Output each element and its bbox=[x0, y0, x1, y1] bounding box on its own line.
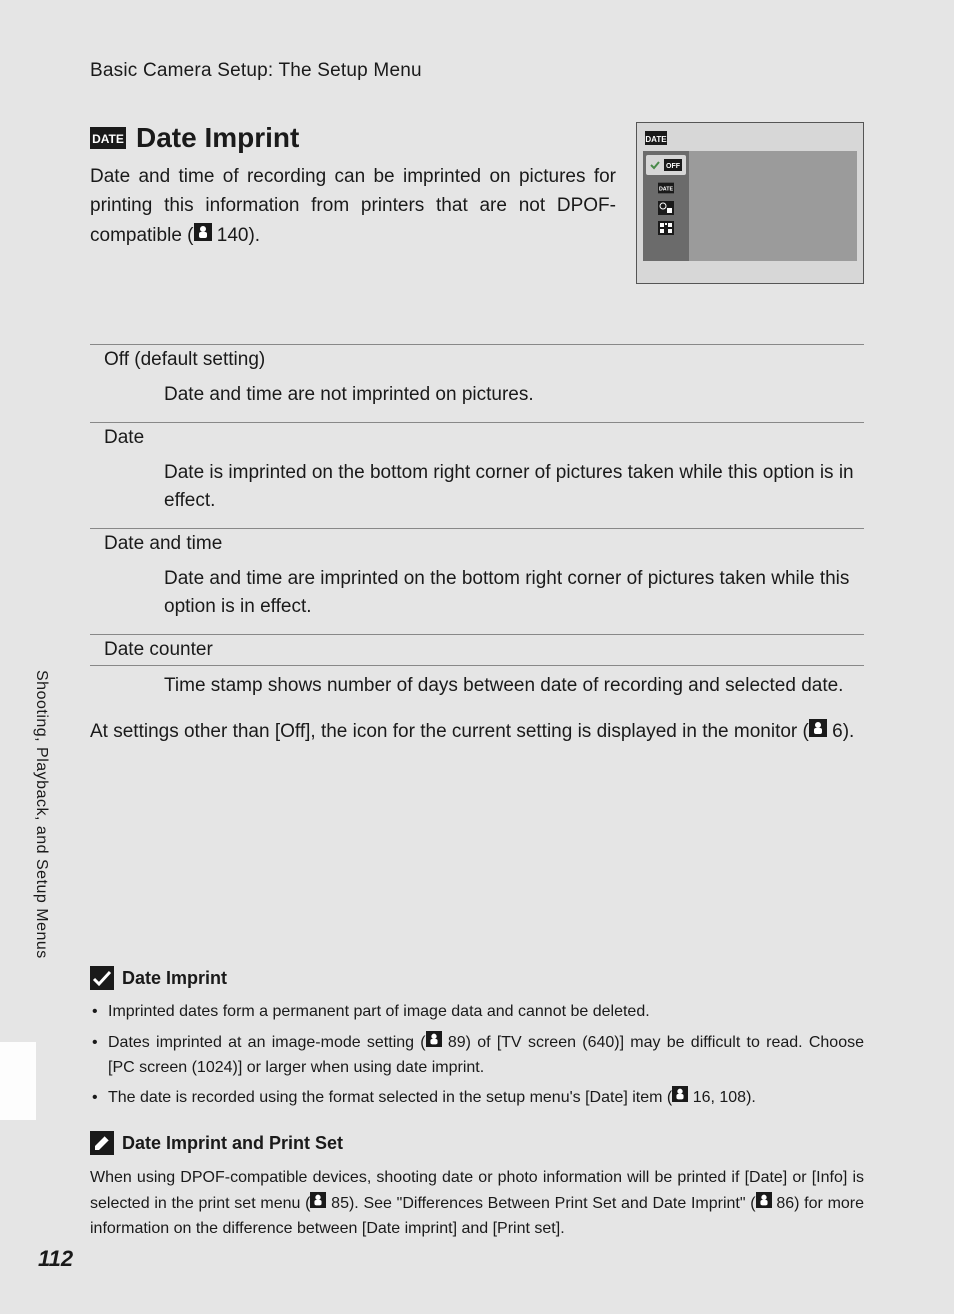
option-body: Date and time are imprinted on the botto… bbox=[90, 559, 864, 634]
note1-bullets: Imprinted dates form a permanent part of… bbox=[90, 1000, 864, 1111]
lcd-sidebar: OFF DATE bbox=[643, 151, 689, 261]
page-ref-icon bbox=[310, 1192, 326, 1208]
after-b: 6). bbox=[832, 721, 854, 742]
svg-text:DATE: DATE bbox=[659, 187, 674, 193]
date-icon: DATE bbox=[90, 127, 126, 149]
option-body: Time stamp shows number of days between … bbox=[90, 666, 864, 713]
notes-section: Date Imprint Imprinted dates form a perm… bbox=[90, 946, 864, 1242]
bullet-text: Imprinted dates form a permanent part of… bbox=[108, 1003, 650, 1020]
intro-part-b: 140). bbox=[217, 225, 260, 246]
after-a: At settings other than [Off], the icon f… bbox=[90, 721, 809, 742]
manual-page: Basic Camera Setup: The Setup Menu DATE … bbox=[0, 0, 954, 1314]
note1-title: Date Imprint bbox=[122, 968, 227, 989]
option-body: Date is imprinted on the bottom right co… bbox=[90, 453, 864, 528]
pencil-icon bbox=[90, 1131, 114, 1155]
note2-title: Date Imprint and Print Set bbox=[122, 1133, 343, 1154]
intro-text: Date and time of recording can be imprin… bbox=[90, 162, 616, 250]
bullet-pre: Dates imprinted at an image-mode setting… bbox=[108, 1034, 426, 1051]
lcd-main-area bbox=[689, 151, 857, 261]
main-title: DATE Date Imprint bbox=[90, 122, 616, 154]
bullet-item: Imprinted dates form a permanent part of… bbox=[90, 1000, 864, 1025]
bullet-item: The date is recorded using the format se… bbox=[90, 1086, 864, 1111]
page-header: Basic Camera Setup: The Setup Menu bbox=[90, 60, 864, 82]
page-number: 112 bbox=[38, 1246, 73, 1272]
svg-text:DATE: DATE bbox=[645, 135, 667, 144]
title-row: DATE Date Imprint Date and time of recor… bbox=[90, 122, 864, 284]
page-ref-icon bbox=[809, 719, 827, 737]
lcd-option-counter-icon bbox=[658, 221, 674, 235]
svg-text:OFF: OFF bbox=[666, 163, 681, 170]
lcd-option-date-icon: DATE bbox=[658, 181, 674, 195]
bullet-ref: 16, 108). bbox=[693, 1089, 756, 1106]
check-icon bbox=[90, 966, 114, 990]
page-ref-icon bbox=[194, 223, 212, 241]
note2-body: When using DPOF-compatible devices, shoo… bbox=[90, 1165, 864, 1242]
lcd-option-datetime-icon bbox=[658, 201, 674, 215]
option-head: Date and time bbox=[90, 528, 864, 559]
after-options-text: At settings other than [Off], the icon f… bbox=[90, 718, 864, 747]
note2-title-row: Date Imprint and Print Set bbox=[90, 1131, 864, 1155]
page-ref-icon bbox=[672, 1086, 688, 1102]
options-list: Off (default setting) Date and time are … bbox=[90, 344, 864, 712]
note1-title-row: Date Imprint bbox=[90, 966, 864, 990]
lcd-date-icon: DATE bbox=[645, 131, 667, 145]
option-head: Date bbox=[90, 422, 864, 453]
bullet-item: Dates imprinted at an image-mode setting… bbox=[90, 1031, 864, 1081]
bullet-pre: The date is recorded using the format se… bbox=[108, 1089, 672, 1106]
page-ref-icon bbox=[426, 1031, 442, 1047]
option-body: Date and time are not imprinted on pictu… bbox=[90, 375, 864, 422]
lcd-preview: DATE OFF DATE bbox=[636, 122, 864, 284]
side-thumb-tab bbox=[0, 1042, 36, 1120]
title-left: DATE Date Imprint Date and time of recor… bbox=[90, 122, 636, 250]
page-ref-icon bbox=[756, 1192, 772, 1208]
svg-text:DATE: DATE bbox=[92, 132, 124, 146]
lcd-option-off: OFF bbox=[646, 155, 686, 175]
option-head: Date counter bbox=[90, 634, 864, 666]
note2-b: 85). See "Differences Between Print Set … bbox=[331, 1195, 755, 1212]
intro-part-a: Date and time of recording can be imprin… bbox=[90, 166, 616, 246]
title-text: Date Imprint bbox=[136, 122, 299, 154]
option-head: Off (default setting) bbox=[90, 344, 864, 375]
side-tab-label: Shooting, Playback, and Setup Menus bbox=[32, 670, 50, 959]
